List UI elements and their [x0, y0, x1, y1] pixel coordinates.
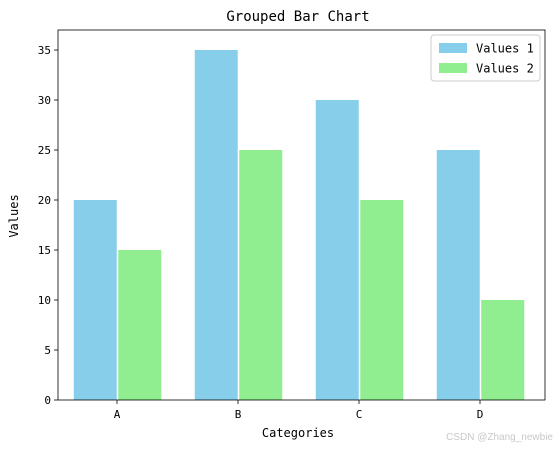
legend: Values 1 Values 2: [430, 34, 541, 82]
y-tick-label: 35: [38, 44, 51, 57]
x-tick-label: A: [114, 408, 121, 421]
x-tick-label: B: [235, 408, 242, 421]
y-tick-label: 30: [38, 94, 51, 107]
x-axis-label: Categories: [262, 426, 334, 440]
y-tick-label: 20: [38, 194, 51, 207]
chart-title: Grouped Bar Chart: [226, 9, 369, 25]
bar-2-A: [118, 250, 162, 400]
bar-1-A: [73, 200, 117, 400]
watermark: CSDN @Zhang_newbie: [446, 432, 553, 443]
y-tick-label: 10: [38, 294, 51, 307]
y-tick-label: 15: [38, 244, 51, 257]
bar-1-C: [315, 100, 359, 400]
legend-label: Values 2: [476, 62, 534, 76]
legend-label: Values 1: [476, 42, 534, 56]
y-axis-label: Values: [7, 194, 21, 237]
legend-swatch: [439, 63, 467, 73]
bar-2-D: [481, 300, 525, 400]
bar-2-B: [239, 150, 283, 400]
bar-2-C: [360, 200, 404, 400]
x-tick-label: C: [356, 408, 363, 421]
bar-1-D: [436, 150, 480, 400]
y-tick-label: 25: [38, 144, 51, 157]
legend-swatch: [439, 43, 467, 53]
plot-frame: [57, 29, 546, 401]
axes-group: 0 5 10 15 20 25 30 35 A B C D: [38, 29, 546, 421]
bar-1-B: [194, 50, 238, 400]
bars-group: [73, 50, 525, 400]
y-tick-label: 5: [44, 344, 51, 357]
y-tick-label: 0: [44, 394, 51, 407]
x-tick-label: D: [477, 408, 484, 421]
